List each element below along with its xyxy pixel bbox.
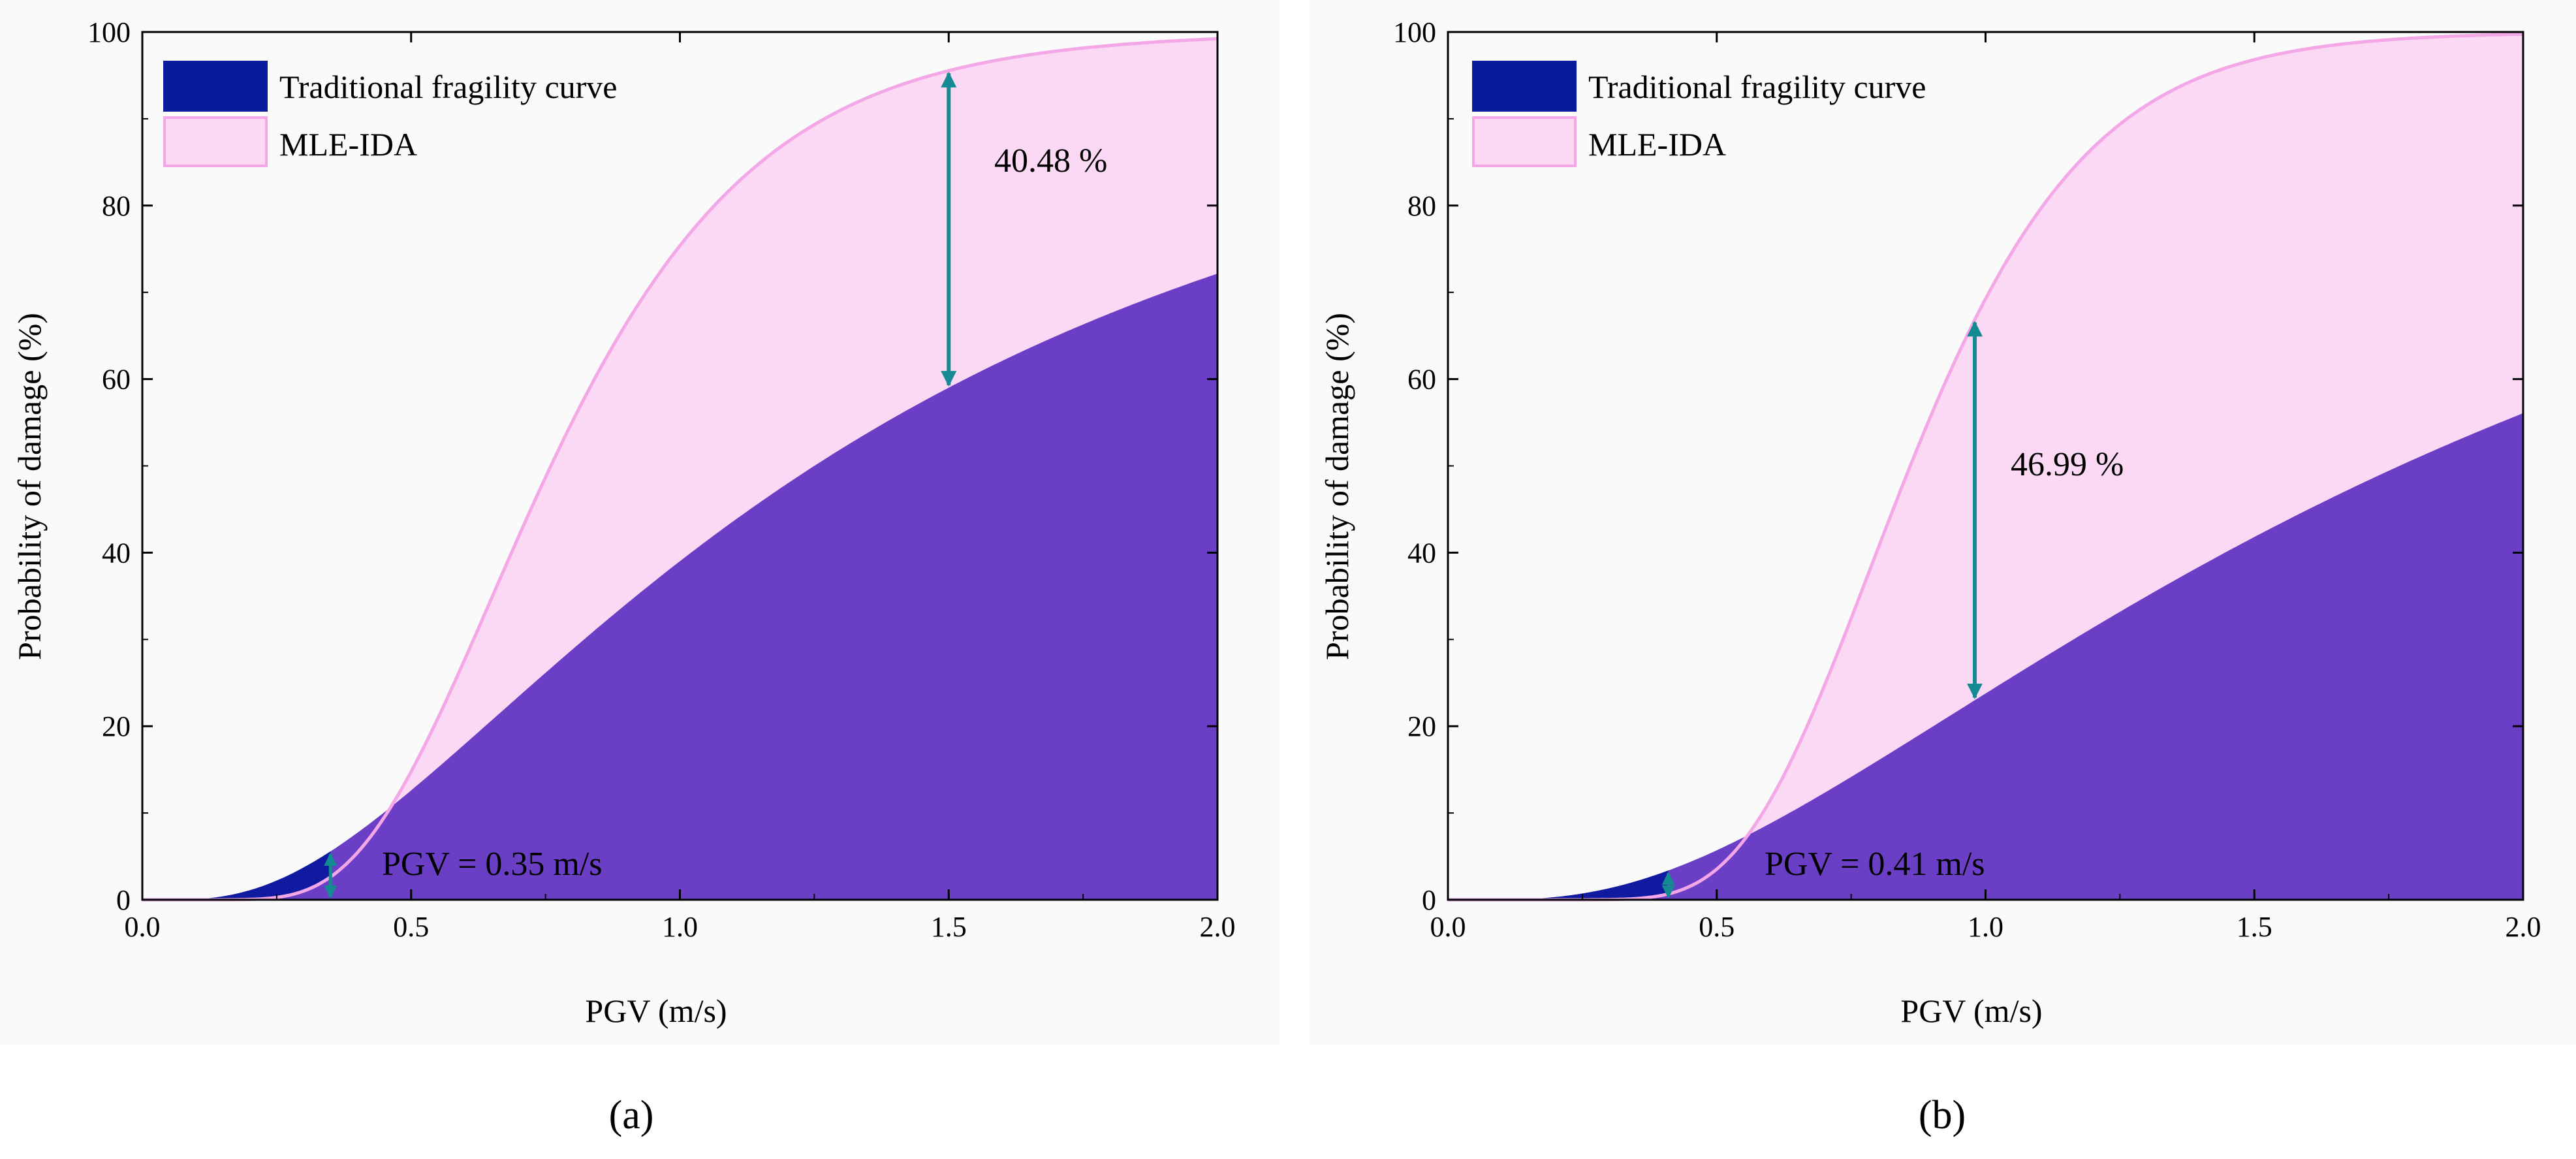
x-tick-label: 1.0 — [1968, 911, 2003, 943]
x-axis-label: PGV (m/s) — [1900, 992, 2042, 1029]
y-tick-label: 20 — [102, 710, 131, 742]
x-tick-label: 1.5 — [931, 911, 967, 943]
y-axis-label: Probability of damage (%) — [11, 313, 48, 660]
plot-area-b: 0.0 0.5 1.0 1.5 2.0 0 20 40 60 80 100 — [1393, 16, 2541, 943]
x-tick-label: 2.0 — [1200, 911, 1236, 943]
x-tick-label: 0.0 — [1430, 911, 1466, 943]
legend-swatch-traditional — [1472, 61, 1577, 112]
y-tick-label: 40 — [1407, 537, 1436, 569]
panel-b: 0.0 0.5 1.0 1.5 2.0 0 20 40 60 80 100 Traditional … — [1309, 0, 2576, 1045]
mle-ida-line — [142, 37, 1218, 902]
x-tick-label: 0.0 — [125, 911, 161, 943]
traditional-area — [142, 274, 1217, 900]
y-tick-label: 100 — [1393, 16, 1436, 48]
legend-label-traditional: Traditional fragility curve — [279, 69, 617, 105]
traditional-excess-area — [1448, 870, 1669, 900]
y-tick-label: 0 — [1422, 884, 1436, 916]
panel-label-a: (a) — [609, 1093, 654, 1137]
panel-label-b: (b) — [1919, 1093, 1966, 1137]
legend-b: Traditional fragility curve MLE-IDA — [1472, 61, 1926, 167]
difference-label: 40.48 % — [994, 142, 1107, 180]
traditional-area — [1448, 413, 2523, 900]
y-axis-label: Probability of damage (%) — [1319, 313, 1355, 660]
x-tick-label: 2.0 — [2505, 911, 2541, 943]
y-tick-label: 80 — [102, 190, 131, 222]
x-tick-label: 0.5 — [1699, 911, 1735, 943]
x-tick-label: 1.5 — [2237, 911, 2272, 943]
legend-label-traditional: Traditional fragility curve — [1588, 69, 1926, 105]
traditional-excess-area — [142, 851, 331, 900]
y-tick-label: 80 — [1407, 190, 1436, 222]
legend-swatch-traditional — [163, 61, 268, 112]
y-tick-label: 40 — [102, 537, 131, 569]
y-tick-label: 100 — [87, 16, 131, 48]
legend-swatch-mle-ida — [1472, 116, 1577, 167]
x-axis-label: PGV (m/s) — [585, 992, 727, 1029]
legend-a: Traditional fragility curve MLE-IDA — [163, 61, 617, 167]
y-tick-label: 60 — [1407, 364, 1436, 396]
x-tick-label: 0.5 — [393, 911, 429, 943]
y-tick-label: 0 — [116, 884, 131, 916]
y-tick-label: 20 — [1407, 710, 1436, 742]
legend-swatch-mle-ida — [163, 116, 268, 167]
intersection-label: PGV = 0.41 m/s — [1765, 846, 1985, 883]
plot-area-a: 0.0 0.5 1.0 1.5 2.0 0 20 40 60 80 100 — [87, 16, 1236, 943]
difference-label: 46.99 % — [2011, 446, 2124, 483]
panel-a: 0.0 0.5 1.0 1.5 2.0 0 20 40 60 80 100 Traditional … — [0, 0, 1280, 1045]
y-tick-label: 60 — [102, 364, 131, 396]
legend-label-mle-ida: MLE-IDA — [279, 126, 417, 163]
legend-label-mle-ida: MLE-IDA — [1588, 126, 1726, 163]
x-tick-label: 1.0 — [662, 911, 698, 943]
intersection-label: PGV = 0.35 m/s — [382, 846, 603, 883]
